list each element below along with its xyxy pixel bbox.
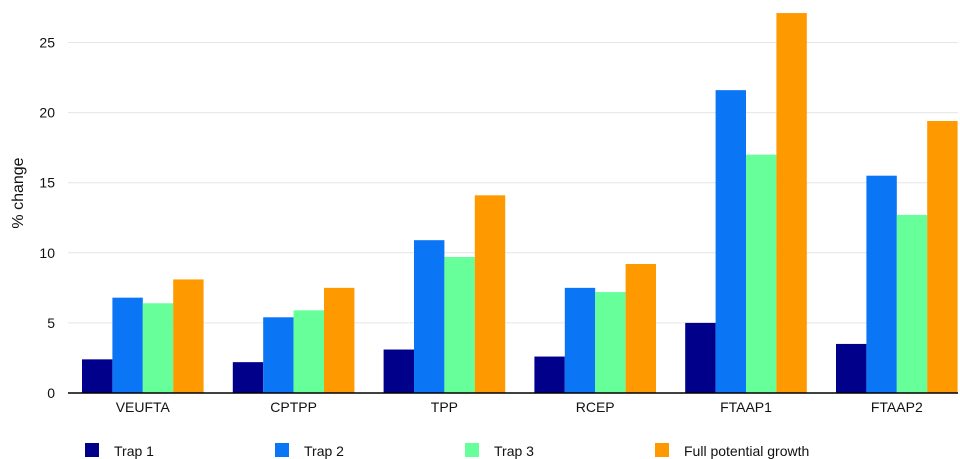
- legend-swatch: [85, 443, 99, 457]
- bar: [414, 240, 445, 393]
- axes: 0 5 10 15 20 25 VEUFTA CPTPP TPP RCEP FTAAP1 FTAAP2: [39, 35, 958, 415]
- y-tick-label: 0: [47, 385, 55, 401]
- bars: [82, 13, 958, 394]
- bar: [173, 279, 204, 393]
- bar: [776, 13, 807, 393]
- bar: [383, 349, 414, 393]
- bar: [474, 195, 506, 393]
- x-tick-label: FTAAP1: [720, 399, 772, 415]
- bar: [715, 90, 746, 393]
- bar: [896, 214, 928, 393]
- legend-label: Trap 2: [304, 443, 344, 459]
- y-tick-label: 10: [39, 245, 55, 261]
- legend-label: Full potential growth: [684, 443, 809, 459]
- bar: [142, 303, 174, 393]
- legend-label: Trap 3: [494, 443, 534, 459]
- bar: [232, 362, 264, 393]
- x-tick-label: VEUFTA: [116, 399, 171, 415]
- bar: [263, 317, 294, 393]
- y-axis-title: % change: [10, 157, 27, 228]
- gridlines: [68, 42, 958, 324]
- bar: [746, 154, 777, 393]
- legend: Trap 1 Trap 2 Trap 3 Full potential growth: [85, 443, 809, 459]
- legend-label: Trap 1: [114, 443, 154, 459]
- y-tick-label: 15: [39, 175, 55, 191]
- bar: [112, 297, 143, 393]
- y-tick-label: 25: [39, 35, 55, 51]
- legend-swatch: [465, 443, 479, 457]
- x-tick-label: TPP: [431, 399, 458, 415]
- legend-swatch: [275, 443, 289, 457]
- bar: [82, 359, 113, 393]
- x-tick-label: RCEP: [576, 399, 615, 415]
- bar: [625, 264, 656, 393]
- bar: [927, 121, 958, 394]
- bar: [866, 175, 897, 393]
- bar: [564, 287, 596, 393]
- bar: [595, 292, 626, 393]
- bar: [836, 343, 867, 393]
- bar: [293, 310, 324, 393]
- bar: [324, 287, 355, 393]
- bar: [444, 257, 475, 393]
- bar: [685, 322, 716, 393]
- y-tick-label: 20: [39, 105, 55, 121]
- legend-swatch: [655, 443, 669, 457]
- x-tick-label: CPTPP: [270, 399, 317, 415]
- y-tick-label: 5: [47, 315, 55, 331]
- bar: [534, 356, 565, 393]
- x-tick-label: FTAAP2: [871, 399, 923, 415]
